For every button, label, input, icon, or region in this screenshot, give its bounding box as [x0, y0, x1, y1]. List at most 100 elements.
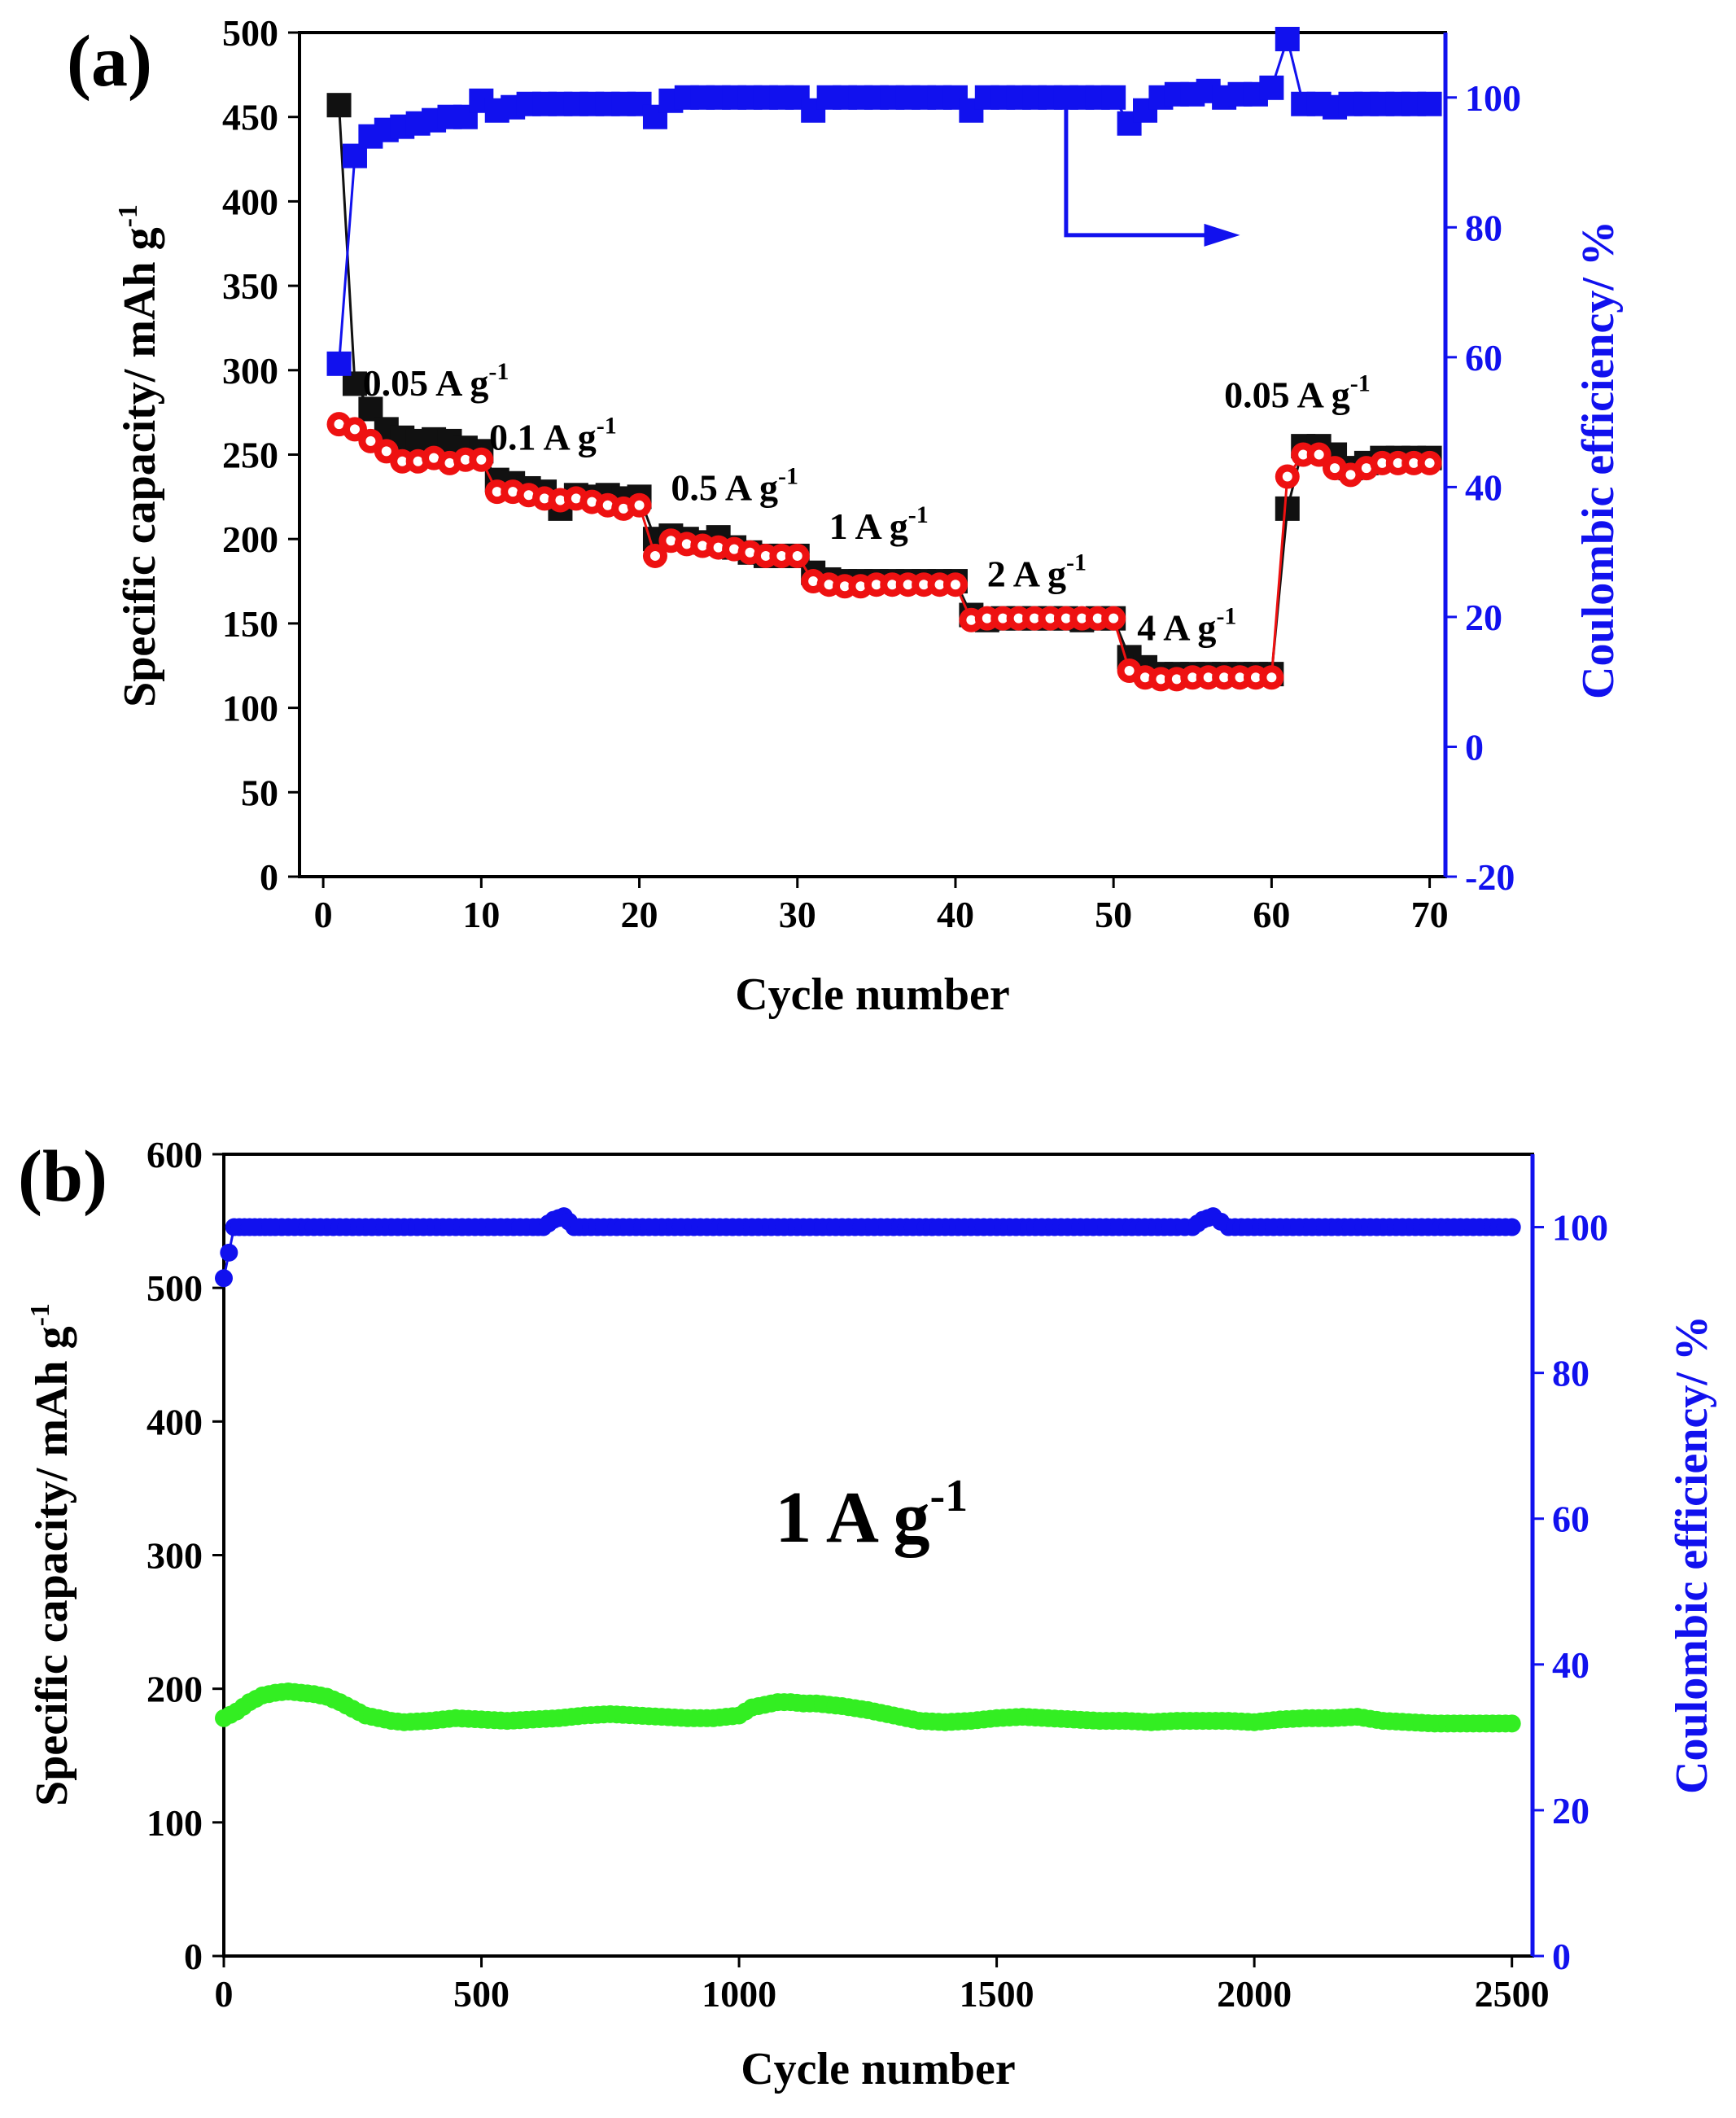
- data-point: [1367, 1710, 1386, 1729]
- data-point: [929, 1713, 948, 1731]
- series-discharge-capacity: [326, 412, 1442, 692]
- rate-label-rate-1: 0.05 A g-1: [363, 358, 509, 404]
- data-point: [1417, 91, 1442, 116]
- data-point: [1264, 1711, 1283, 1730]
- rate-label-sup: -1: [1066, 549, 1087, 575]
- y2-ticks-a: -20 0 20 40 60 80 100: [1445, 77, 1521, 898]
- y-tick-label: 400: [146, 1401, 203, 1442]
- data-point-center: [523, 490, 534, 501]
- rate-label-rate-7: 0.05 A g-1: [1224, 370, 1371, 415]
- data-point: [1211, 1212, 1230, 1231]
- y2-tick-label: 80: [1552, 1353, 1590, 1394]
- data-point-center: [1424, 457, 1435, 468]
- data-point: [749, 1218, 767, 1236]
- rate-label-base: 0.5 A g: [671, 466, 778, 508]
- data-point: [955, 1218, 974, 1236]
- y2-tick-label: 80: [1465, 207, 1502, 248]
- panel-label-b: (b): [18, 1136, 107, 1217]
- y-ticks-a: 0 50 100 150 200 250 300 350 400 450 500: [222, 12, 300, 898]
- data-point: [1445, 1714, 1463, 1733]
- data-point-center: [745, 547, 755, 558]
- panel-b: (b) 0 500 1000 1500 2000 2500 010020030040050…: [18, 1134, 1717, 2094]
- data-point: [1419, 1218, 1437, 1236]
- y-tick-label: 500: [222, 12, 278, 54]
- y2-tick-label: 60: [1465, 337, 1502, 379]
- data-point-center: [602, 500, 613, 510]
- x-tick-label: 500: [453, 1973, 509, 2015]
- data-point: [697, 1709, 716, 1727]
- data-point: [646, 1218, 665, 1236]
- data-point-center: [1077, 613, 1087, 624]
- x-tick-label: 30: [779, 894, 816, 935]
- data-point: [929, 1218, 948, 1236]
- y2-axis-title-b: Coulombic efficiency/ %: [1667, 1315, 1717, 1794]
- data-point: [311, 1218, 330, 1236]
- data-point: [414, 1712, 433, 1731]
- y-tick-label: 400: [222, 181, 278, 222]
- arrow-head: [1204, 223, 1240, 247]
- rate-label-rate-5: 2 A g-1: [987, 549, 1087, 594]
- data-point: [1341, 1218, 1360, 1236]
- data-point: [543, 1709, 562, 1728]
- data-point-center: [1393, 457, 1403, 468]
- data-point-center: [587, 497, 597, 507]
- x-tick-label: 60: [1253, 894, 1290, 935]
- y2-tick-label: 0: [1552, 1936, 1571, 1977]
- data-point: [286, 1683, 304, 1701]
- y-tick-label: 300: [146, 1535, 203, 1577]
- data-point: [326, 93, 352, 118]
- data-point: [1161, 1712, 1180, 1731]
- data-point-center: [887, 580, 898, 590]
- data-point: [594, 1218, 613, 1236]
- rate-label-rate-4: 1 A g-1: [829, 501, 929, 547]
- data-point: [414, 1218, 433, 1236]
- data-point-center: [1266, 672, 1277, 683]
- data-point: [620, 1706, 639, 1725]
- rate-label-base: 0.1 A g: [489, 416, 597, 457]
- arrow-to-right-axis: [1064, 108, 1240, 247]
- data-point: [826, 1218, 845, 1236]
- x-tick-label: 10: [462, 894, 500, 935]
- data-point: [439, 1218, 458, 1236]
- y-tick-label: 250: [222, 435, 278, 476]
- data-point-center: [1203, 672, 1213, 683]
- y2-tick-label: -20: [1465, 856, 1515, 898]
- data-point: [1275, 26, 1300, 51]
- data-point: [1058, 1710, 1077, 1729]
- y2-ticks-b: 0 20 40 60 80 100: [1533, 1207, 1608, 1977]
- data-point: [775, 1693, 794, 1712]
- data-point-center: [649, 550, 660, 561]
- rate-annotations-b: 1 A g-1: [775, 1471, 968, 1558]
- data-point: [363, 1218, 382, 1236]
- data-point: [775, 1218, 794, 1236]
- data-point-center: [349, 424, 360, 435]
- data-point-center: [681, 539, 692, 549]
- data-point: [1135, 1218, 1154, 1236]
- y-axis-title-a-base: Specific capacity/ mAh g: [115, 227, 165, 707]
- data-point: [1367, 1218, 1386, 1236]
- y-tick-label: 450: [222, 97, 278, 138]
- data-point: [620, 1218, 639, 1236]
- y-tick-label: 150: [222, 603, 278, 645]
- data-point: [1259, 75, 1284, 100]
- data-point: [1007, 1708, 1025, 1726]
- panel-label-a: (a): [67, 21, 152, 102]
- rate-label-sup: -1: [488, 358, 509, 385]
- data-point: [466, 1218, 484, 1236]
- rate-label-base: 2 A g: [987, 553, 1066, 594]
- data-point-center: [1377, 457, 1388, 468]
- data-point: [1290, 1709, 1309, 1728]
- data-point-center: [1156, 674, 1166, 685]
- rate-label-base: 1 A g: [829, 505, 908, 547]
- data-point-center: [492, 487, 502, 497]
- data-point-center: [1045, 613, 1056, 624]
- data-point: [955, 1712, 974, 1731]
- data-point-center: [1219, 672, 1230, 683]
- x-ticks-b: 0 500 1000 1500 2000 2500: [215, 1956, 1550, 2015]
- data-point-center: [1298, 449, 1309, 460]
- rate-label-rate-3: 0.5 A g-1: [671, 462, 798, 508]
- data-point-center: [1345, 470, 1356, 480]
- data-point-center: [824, 580, 834, 590]
- data-point-center: [413, 456, 423, 466]
- data-point-center: [713, 542, 724, 553]
